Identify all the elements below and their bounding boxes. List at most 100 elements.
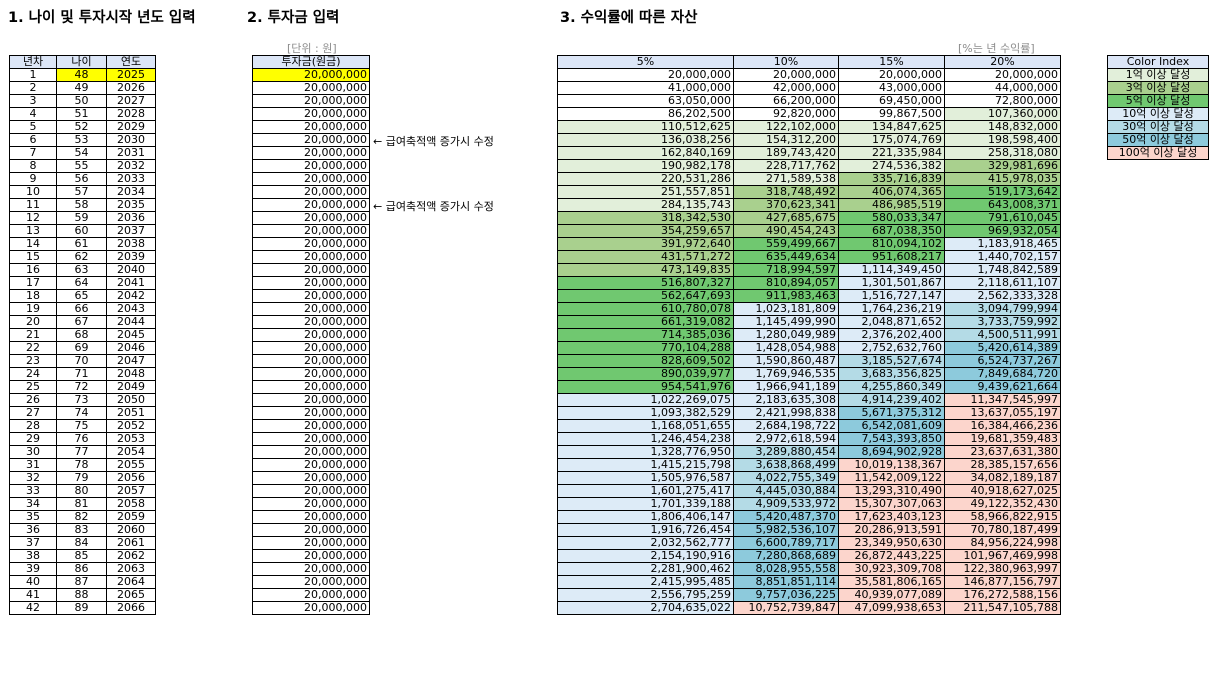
- year-index-cell: 17: [9, 276, 57, 290]
- asset-value-cell: 2,972,618,594: [733, 432, 839, 446]
- asset-value-cell: 211,547,105,788: [944, 601, 1061, 615]
- investment-row: 20,000,000: [252, 107, 370, 121]
- returns-unit-label: [%는 년 수익률]: [958, 42, 1035, 55]
- investment-row: 20,000,000: [252, 562, 370, 576]
- asset-value-cell: 3,733,759,992: [944, 315, 1061, 329]
- asset-value-cell: 828,609,502: [557, 354, 734, 368]
- asset-value-cell: 951,608,217: [838, 250, 945, 264]
- return-row: 770,104,288 1,428,054,988 2,752,632,760 5,4…: [557, 341, 1061, 355]
- investment-cell: 20,000,000: [252, 588, 370, 602]
- asset-value-cell: 15,307,307,063: [838, 497, 945, 511]
- asset-value-cell: 6,524,737,267: [944, 354, 1061, 368]
- return-row: 1,505,976,587 4,022,755,349 11,542,009,122…: [557, 471, 1061, 485]
- year-cell: 2054: [106, 445, 156, 459]
- asset-value-cell: 516,807,327: [557, 276, 734, 290]
- age-cell: 60: [56, 224, 107, 238]
- return-row: 610,780,078 1,023,181,809 1,764,236,219 3,0…: [557, 302, 1061, 316]
- return-row: 318,342,530 427,685,675 580,033,347 791,610…: [557, 211, 1061, 225]
- asset-value-cell: 2,704,635,022: [557, 601, 734, 615]
- asset-value-cell: 20,000,000: [557, 68, 734, 82]
- investment-row: 20,000,000: [252, 419, 370, 433]
- year-index-cell: 33: [9, 484, 57, 498]
- asset-value-cell: 86,202,500: [557, 107, 734, 121]
- color-index-item: 5억 이상 달성: [1107, 94, 1209, 108]
- asset-value-cell: 687,038,350: [838, 224, 945, 238]
- asset-value-cell: 107,360,000: [944, 107, 1061, 121]
- asset-value-cell: 20,000,000: [944, 68, 1061, 82]
- year-index-cell: 20: [9, 315, 57, 329]
- age-cell: 63: [56, 263, 107, 277]
- return-row: 516,807,327 810,894,057 1,301,501,867 2,118…: [557, 276, 1061, 290]
- asset-value-cell: 2,032,562,777: [557, 536, 734, 550]
- year-index-cell: 21: [9, 328, 57, 342]
- age-cell: 64: [56, 276, 107, 290]
- asset-value-cell: 148,832,000: [944, 120, 1061, 134]
- investment-cell: 20,000,000: [252, 159, 370, 173]
- return-row: 2,281,900,462 8,028,955,558 30,923,309,708…: [557, 562, 1061, 576]
- age-cell: 82: [56, 510, 107, 524]
- investment-row: 20,000,000: [252, 354, 370, 368]
- return-row: 251,557,851 318,748,492 406,074,365 519,173…: [557, 185, 1061, 199]
- asset-value-cell: 146,877,156,797: [944, 575, 1061, 589]
- investment-cell: 20,000,000: [252, 575, 370, 589]
- asset-value-cell: 13,637,055,197: [944, 406, 1061, 420]
- asset-value-cell: 189,743,420: [733, 146, 839, 160]
- age-row: 24 71 2048: [9, 367, 156, 381]
- asset-value-cell: 2,281,900,462: [557, 562, 734, 576]
- age-cell: 52: [56, 120, 107, 134]
- investment-row: 20,000,000: [252, 276, 370, 290]
- investment-cell: 20,000,000: [252, 237, 370, 251]
- asset-value-cell: 8,851,851,114: [733, 575, 839, 589]
- year-cell: 2062: [106, 549, 156, 563]
- asset-value-cell: 1,440,702,157: [944, 250, 1061, 264]
- asset-value-cell: 562,647,693: [557, 289, 734, 303]
- age-row: 5 52 2029: [9, 120, 156, 134]
- color-index-item: 10억 이상 달성: [1107, 107, 1209, 121]
- age-cell: 86: [56, 562, 107, 576]
- return-row: 1,415,215,798 3,638,868,499 10,019,138,367…: [557, 458, 1061, 472]
- asset-value-cell: 335,716,839: [838, 172, 945, 186]
- asset-value-cell: 473,149,835: [557, 263, 734, 277]
- investment-row: 20,000,000: [252, 133, 370, 147]
- left-header-0: 년차: [9, 55, 57, 69]
- investment-cell: 20,000,000: [252, 289, 370, 303]
- year-cell: 2039: [106, 250, 156, 264]
- return-row: 2,154,190,916 7,280,868,689 26,872,443,225…: [557, 549, 1061, 563]
- year-index-cell: 13: [9, 224, 57, 238]
- asset-value-cell: 10,019,138,367: [838, 458, 945, 472]
- year-cell: 2037: [106, 224, 156, 238]
- color-index-row: 5억 이상 달성: [1107, 94, 1209, 108]
- asset-value-cell: 1,764,236,219: [838, 302, 945, 316]
- asset-value-cell: 43,000,000: [838, 81, 945, 95]
- year-index-cell: 14: [9, 237, 57, 251]
- asset-value-cell: 1,246,454,238: [557, 432, 734, 446]
- investment-row: 20,000,000: [252, 146, 370, 160]
- asset-value-cell: 221,335,984: [838, 146, 945, 160]
- investment-row: 20,000,000: [252, 497, 370, 511]
- investment-cell: 20,000,000: [252, 198, 370, 212]
- asset-value-cell: 284,135,743: [557, 198, 734, 212]
- asset-value-cell: 271,589,538: [733, 172, 839, 186]
- year-index-cell: 22: [9, 341, 57, 355]
- investment-row: 20,000,000: [252, 315, 370, 329]
- investment-table: 투자금(원금) 20,000,000 20,000,000 20,000,000 20…: [252, 55, 370, 615]
- age-cell: 87: [56, 575, 107, 589]
- asset-value-cell: 72,800,000: [944, 94, 1061, 108]
- color-index-item: 1억 이상 달성: [1107, 68, 1209, 82]
- investment-cell: 20,000,000: [252, 523, 370, 537]
- asset-value-cell: 1,428,054,988: [733, 341, 839, 355]
- age-cell: 50: [56, 94, 107, 108]
- age-cell: 65: [56, 289, 107, 303]
- return-row: 1,916,726,454 5,982,536,107 20,286,913,591…: [557, 523, 1061, 537]
- age-cell: 62: [56, 250, 107, 264]
- asset-value-cell: 718,994,597: [733, 263, 839, 277]
- asset-value-cell: 154,312,200: [733, 133, 839, 147]
- age-row: 20 67 2044: [9, 315, 156, 329]
- year-index-cell: 15: [9, 250, 57, 264]
- year-cell: 2034: [106, 185, 156, 199]
- return-row: 890,039,977 1,769,946,535 3,683,356,825 7,8…: [557, 367, 1061, 381]
- year-index-cell: 4: [9, 107, 57, 121]
- investment-row: 20,000,000: [252, 172, 370, 186]
- return-row: 2,415,995,485 8,851,851,114 35,581,806,165…: [557, 575, 1061, 589]
- return-row: 2,556,795,259 9,757,036,225 40,939,077,089…: [557, 588, 1061, 602]
